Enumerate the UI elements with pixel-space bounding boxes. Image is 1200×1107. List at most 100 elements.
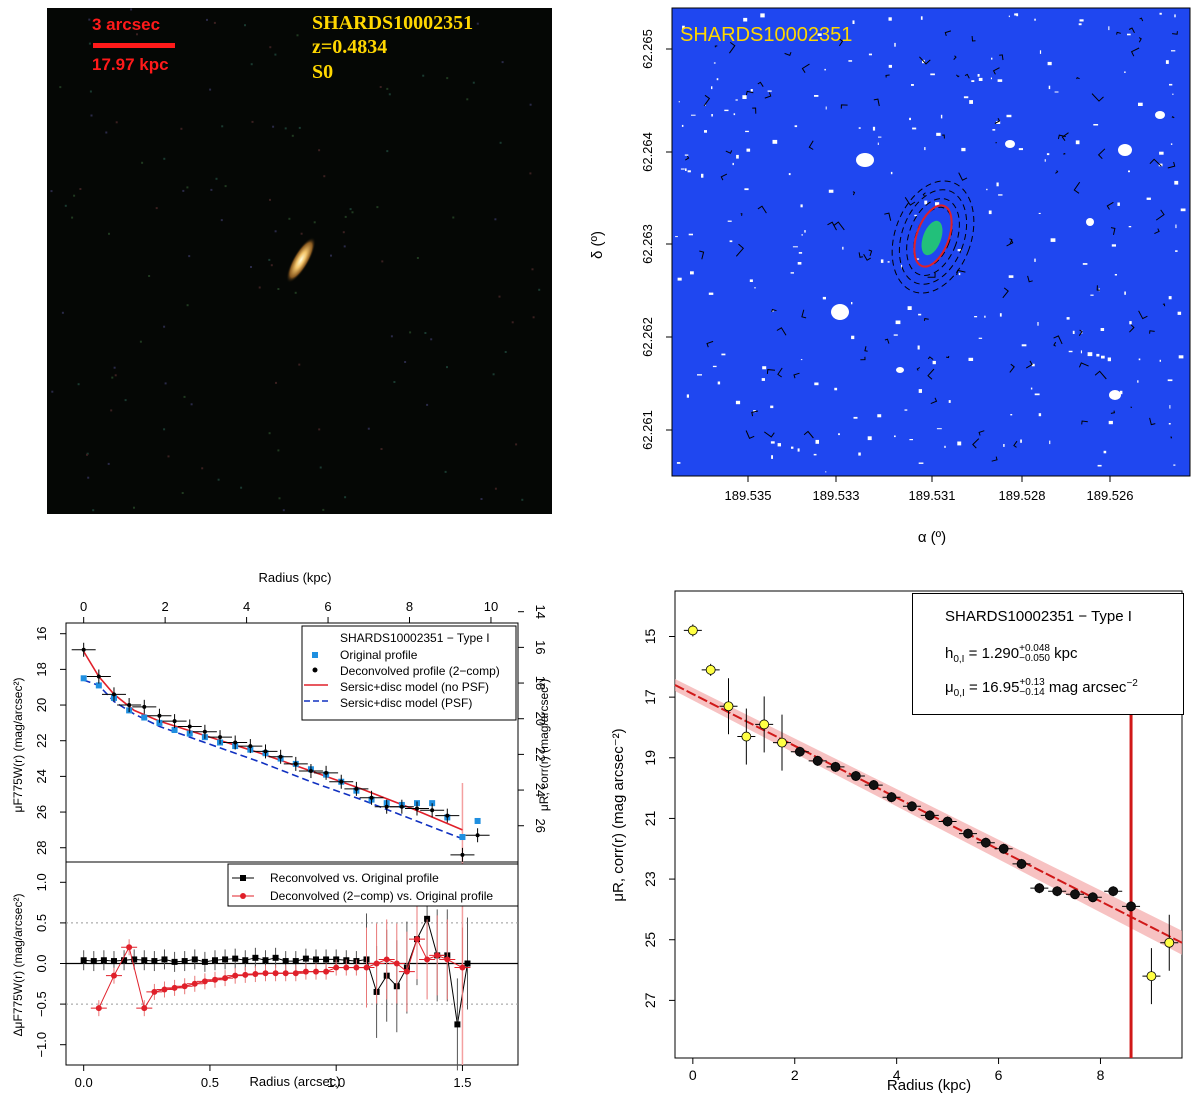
noise-speck <box>895 320 901 325</box>
noise-speck <box>842 246 844 250</box>
x-axis-label: Radius (kpc) <box>887 1077 971 1094</box>
noise-speck <box>771 310 774 312</box>
noise-speck <box>1039 50 1042 54</box>
contour-segment <box>930 397 938 405</box>
noise-speck <box>828 189 834 193</box>
noise-speck <box>888 17 892 21</box>
noise-speck <box>904 409 908 411</box>
noise-speck <box>901 264 903 269</box>
deconvolved-profile-point <box>111 692 116 697</box>
noise-speck <box>834 387 838 391</box>
noise-speck <box>686 394 689 398</box>
noise-speck <box>1093 124 1099 126</box>
deconvolved-residual-point <box>191 980 198 987</box>
noise-speck <box>1168 296 1172 300</box>
noise-speck <box>754 287 756 289</box>
fitted-data-point <box>812 755 823 766</box>
deconvolved-profile-point <box>339 779 344 784</box>
legend-item-label: Deconvolved profile (2−comp) <box>340 664 500 678</box>
contour-segment <box>777 367 783 378</box>
contour-segment <box>801 309 807 319</box>
contour-segment <box>927 272 936 278</box>
reconvolved-residual-point <box>151 958 158 965</box>
contour-segment <box>706 340 714 348</box>
image-noise-pixel <box>532 316 535 319</box>
contour-segment <box>784 52 792 56</box>
fit-panel: 0 2 4 6 8 Radius (kpc) 15 17 19 21 23 25 27 μR, corr(… <box>585 575 1200 1102</box>
deconvolved-residual-point <box>272 970 279 977</box>
image-noise-pixel <box>277 449 280 452</box>
noise-speck <box>814 382 819 386</box>
deconvolved-profile-point <box>399 804 404 809</box>
noise-speck <box>858 452 861 456</box>
fitted-data-point <box>1087 892 1098 903</box>
contour-segment <box>885 74 890 78</box>
image-noise-pixel <box>362 51 365 54</box>
noise-speck <box>1018 148 1023 151</box>
contour-segment <box>992 67 1000 75</box>
noise-speck <box>761 378 765 381</box>
noise-speck <box>815 439 819 444</box>
image-noise-pixel <box>313 221 316 224</box>
noise-speck <box>1030 387 1033 390</box>
image-noise-pixel <box>111 376 114 379</box>
fitted-data-point <box>1034 883 1045 894</box>
image-noise-pixel <box>531 268 534 271</box>
deconvolved-profile-point <box>248 744 253 749</box>
contour-segment <box>735 243 745 257</box>
contour-segment <box>1138 37 1142 43</box>
noise-speck <box>1049 440 1051 445</box>
contour-segment <box>752 107 757 114</box>
image-noise-pixel <box>466 98 469 101</box>
image-noise-pixel <box>376 206 379 209</box>
reconvolved-residual-point <box>464 960 471 967</box>
x-tick-label: 0.0 <box>75 1075 93 1090</box>
deconvolved-residual-point <box>302 968 309 975</box>
fit-h-param: h0,I = 1.290 +0.048 −0.050 kpc <box>945 643 1078 665</box>
contour-map: 189.535 189.533 189.531 189.528 189.526 62.26… <box>589 7 1191 546</box>
image-noise-pixel <box>529 103 532 106</box>
reconvolved-residual-point <box>424 915 431 922</box>
fitted-data-point <box>980 837 991 848</box>
image-noise-pixel <box>494 487 497 490</box>
top-tick-label: 6 <box>324 599 331 614</box>
noise-speck <box>745 130 749 133</box>
y-tick-label: 0.5 <box>34 914 49 932</box>
contour-segment <box>703 94 711 107</box>
noise-speck <box>893 334 898 336</box>
noise-speck <box>1138 358 1141 361</box>
contour-map-panel: 189.535 189.533 189.531 189.528 189.526 62.26… <box>560 0 1200 555</box>
contour-segment <box>1167 161 1176 169</box>
image-noise-pixel <box>501 61 504 64</box>
right-y-tick-label: 16 <box>533 640 548 654</box>
deconvolved-profile-point <box>308 769 313 774</box>
noise-speck <box>1170 143 1173 145</box>
contour-segment <box>1091 93 1104 102</box>
contour-segment <box>776 327 787 336</box>
noise-speck <box>978 77 983 81</box>
deconvolved-profile-point <box>293 761 298 766</box>
reconvolved-residual-point <box>252 954 259 961</box>
noise-speck <box>678 101 680 103</box>
contour-segment <box>927 356 934 360</box>
contour-segment <box>751 410 759 417</box>
image-noise-pixel <box>88 42 91 45</box>
deconvolved-profile-point <box>278 754 283 759</box>
image-noise-pixel <box>444 470 447 473</box>
residual-legend: Reconvolved vs. Original profile Deconvol… <box>227 863 519 907</box>
noise-speck <box>1159 359 1161 362</box>
noise-speck <box>1003 444 1005 447</box>
image-noise-pixel <box>323 175 326 178</box>
noise-speck <box>969 100 973 104</box>
reconvolved-residual-point <box>272 954 279 961</box>
excluded-data-point <box>777 737 787 748</box>
contour-segment <box>1130 47 1140 57</box>
deconvolved-profile-point <box>324 770 329 775</box>
deconvolved-profile-point <box>187 724 192 729</box>
image-noise-pixel <box>269 46 272 49</box>
image-noise-pixel <box>291 134 294 137</box>
contour-segment <box>838 38 844 47</box>
contour-segment <box>1110 410 1115 414</box>
deconvolved-profile-point <box>354 786 359 791</box>
